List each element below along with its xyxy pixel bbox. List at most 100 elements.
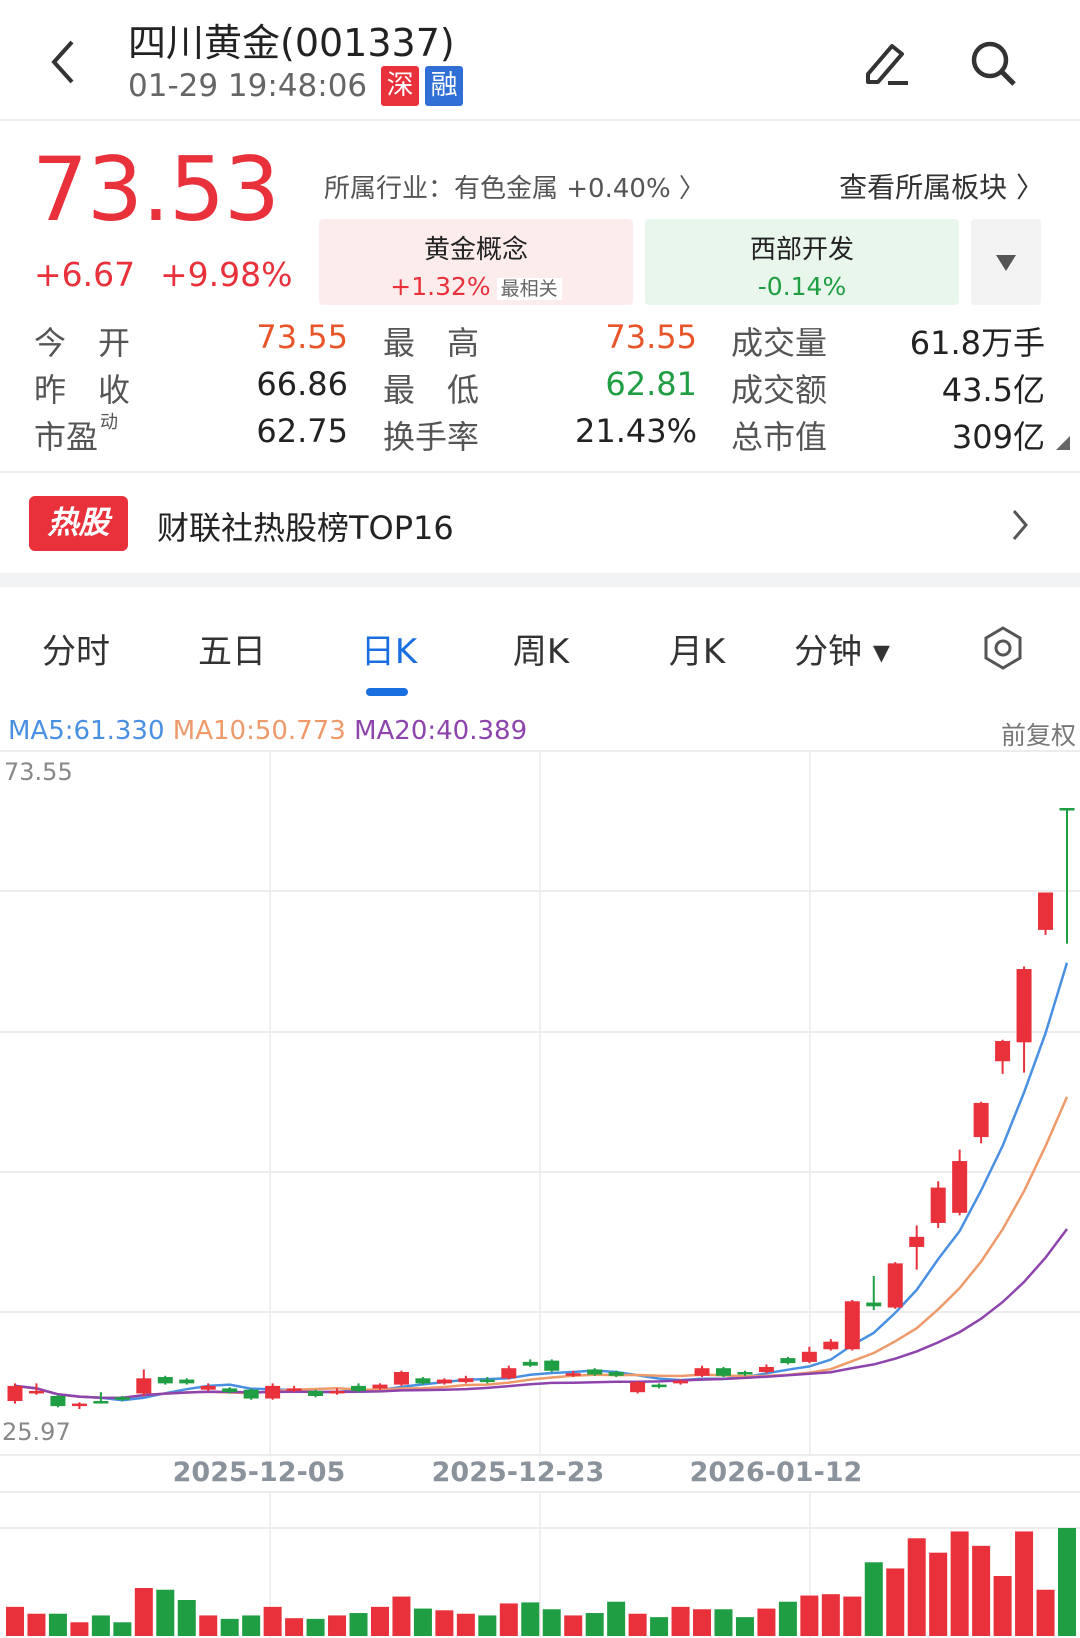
volume-bar	[370, 1606, 389, 1636]
candle-body	[866, 1302, 882, 1307]
volume-bar	[199, 1615, 218, 1636]
concept-change: -0.14%	[757, 272, 847, 301]
tab-0[interactable]: 分时	[42, 632, 110, 672]
volume-bar	[328, 1615, 347, 1636]
ma5-label: MA5:61.330	[8, 716, 165, 746]
tab-2[interactable]: 日K	[360, 632, 418, 672]
candle-body	[200, 1385, 216, 1390]
stat-label: 成交额	[731, 371, 828, 409]
volume-bar	[671, 1606, 690, 1636]
candle-body	[265, 1385, 281, 1399]
stats-row: 今 开 73.55 最 高 73.55 成交量 61.8万手	[0, 318, 1080, 364]
settings-icon[interactable]	[983, 626, 1023, 670]
stats-row: 昨 收 66.86 最 低 62.81 成交额 43.5亿	[0, 365, 1080, 411]
volume-bar	[993, 1576, 1012, 1636]
volume-bar	[156, 1589, 175, 1636]
volume-bar	[456, 1613, 475, 1636]
volume-bar	[521, 1602, 540, 1636]
volume-bar	[628, 1613, 647, 1636]
volume-bar	[177, 1600, 196, 1636]
volume-bar	[864, 1562, 883, 1636]
candle-body	[565, 1373, 581, 1376]
candle-body	[651, 1384, 667, 1388]
volume-bar	[413, 1608, 432, 1636]
volume-bar	[757, 1608, 776, 1636]
volume-bar	[478, 1615, 497, 1636]
volume-bar	[134, 1588, 153, 1636]
expand-corner-icon[interactable]	[1056, 436, 1070, 450]
concept-card[interactable]: 黄金概念 +1.32% 最相关	[319, 219, 633, 305]
stat-label: 换手率	[383, 418, 480, 456]
divider	[0, 119, 1080, 121]
candle-body	[715, 1368, 731, 1376]
volume-bar	[435, 1610, 454, 1636]
candle-body	[1016, 969, 1032, 1043]
volume-bar	[564, 1615, 583, 1636]
candle-body	[544, 1360, 560, 1371]
price-change: +6.67	[34, 255, 136, 294]
edit-icon[interactable]	[860, 38, 914, 88]
candle-body	[887, 1263, 903, 1308]
stat-value: 73.55	[605, 318, 697, 356]
most-related-badge: 最相关	[496, 278, 562, 300]
tab-5[interactable]: 分钟 ▾	[794, 632, 890, 672]
candle-body	[157, 1377, 173, 1384]
candle-body	[7, 1385, 23, 1402]
candle-body	[694, 1368, 710, 1376]
stat-label: 最 高	[383, 324, 480, 362]
candle-body	[587, 1369, 603, 1375]
volume-bar	[27, 1613, 46, 1636]
industry-link[interactable]: 所属行业：有色金属 +0.40% 〉	[324, 174, 705, 204]
y-min-label: 25.97	[2, 1418, 71, 1446]
candle-body	[780, 1358, 796, 1364]
timestamp: 01-29 19:48:06	[128, 68, 368, 104]
more-concepts-button[interactable]	[971, 219, 1041, 305]
candle-body	[823, 1341, 839, 1350]
volume-bar	[91, 1615, 110, 1636]
section-separator	[0, 573, 1080, 587]
candle-body	[243, 1389, 259, 1399]
volume-bar	[6, 1606, 24, 1636]
stat-label: 最 低	[383, 371, 480, 409]
candle-body	[93, 1401, 109, 1404]
volume-bar	[263, 1606, 282, 1636]
adjust-mode-toggle[interactable]: 前复权	[1000, 721, 1076, 750]
stat-value: 61.8万手	[909, 324, 1045, 362]
candle-body	[179, 1379, 195, 1384]
search-icon[interactable]	[968, 38, 1020, 90]
candle-body	[608, 1371, 624, 1376]
volume-bar	[607, 1601, 626, 1636]
tab-1[interactable]: 五日	[198, 632, 266, 672]
stat-value: 66.86	[256, 365, 348, 403]
divider	[0, 471, 1080, 473]
tab-4[interactable]: 月K	[668, 632, 726, 672]
ma10-label: MA10:50.773	[172, 716, 346, 746]
volume-bar	[306, 1618, 325, 1636]
tab-3[interactable]: 周K	[512, 632, 570, 672]
candle-body	[286, 1388, 302, 1391]
candle-body	[758, 1366, 774, 1372]
volume-bar	[113, 1622, 132, 1636]
stat-label: 市盈	[34, 418, 99, 456]
volume-bar	[735, 1617, 754, 1636]
hot-stock-badge: 热股	[29, 496, 128, 551]
back-icon[interactable]	[48, 38, 78, 86]
candle-body	[1059, 808, 1075, 811]
concept-card[interactable]: 西部开发 -0.14%	[645, 219, 959, 305]
candle-body	[522, 1361, 538, 1366]
volume-bar	[585, 1613, 604, 1636]
candle-body	[415, 1378, 431, 1384]
volume-bar	[499, 1603, 518, 1636]
stats-row: 市盈动 62.75 换手率 21.43% 总市值 309亿	[0, 412, 1080, 458]
volume-bar	[542, 1609, 561, 1636]
candle-body	[973, 1102, 989, 1138]
ma-legend: MA5:61.330 MA10:50.773 MA20:40.389	[8, 716, 527, 746]
hot-stock-rank-link[interactable]: 财联社热股榜TOP16	[157, 509, 454, 547]
chevron-right-icon[interactable]	[1010, 508, 1030, 542]
candle-body	[673, 1380, 689, 1384]
volume-bar	[800, 1595, 819, 1636]
candle-body	[329, 1390, 345, 1394]
stock-title: 四川黄金(001337)	[128, 21, 455, 65]
view-sectors-link[interactable]: 查看所属板块 〉	[839, 171, 1044, 204]
